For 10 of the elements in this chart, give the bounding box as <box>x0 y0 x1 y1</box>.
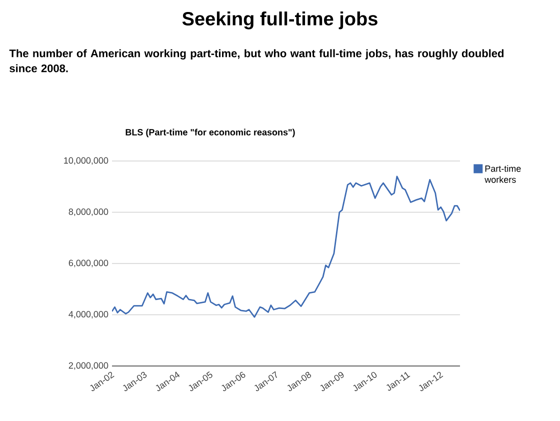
chart-subtitle: The number of American working part-time, but who want full-time jobs, has roughly doubled since 2008. <box>9 49 504 72</box>
chart-title: Seeking full-time jobs <box>182 12 378 30</box>
y-tick-label: 4,000,000 <box>68 311 108 318</box>
y-tick-label: 2,000,000 <box>68 362 108 370</box>
y-tick-label: 10,000,000 <box>64 157 108 165</box>
legend-label: Part-time workers <box>484 165 521 183</box>
text: BLS (Part-time "for economic reasons") <box>126 128 295 138</box>
y-tick-label: 6,000,000 <box>68 260 108 268</box>
line-series <box>112 176 460 318</box>
y-tick-label: 8,000,000 <box>68 208 108 216</box>
